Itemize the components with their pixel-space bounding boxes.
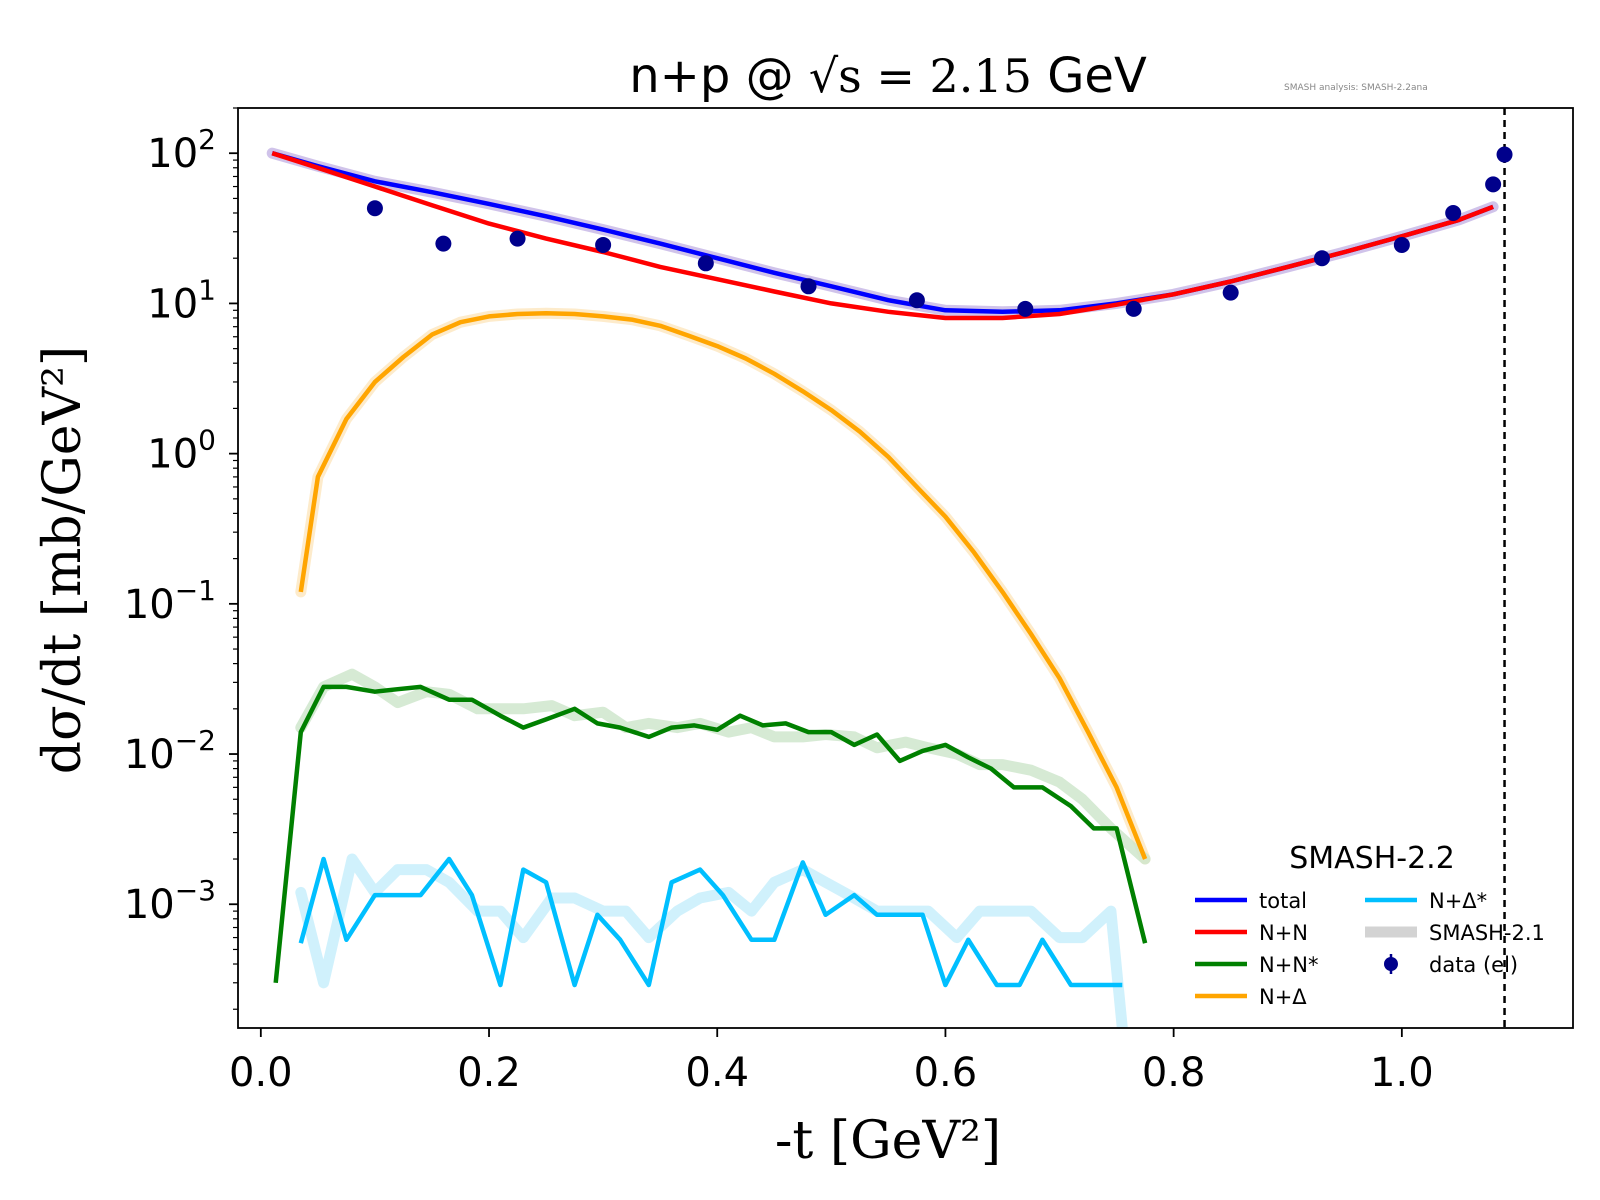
data-point xyxy=(1445,204,1462,221)
legend-title: SMASH-2.2 xyxy=(1289,841,1455,876)
legend: SMASH-2.2 total N+N N+N* N+Δ N+Δ* SMASH-2.1 dat… xyxy=(1195,841,1545,1009)
band-n-delta-smash-2-1 xyxy=(295,307,1151,865)
data-point xyxy=(1496,146,1513,163)
legend-label: N+Δ xyxy=(1259,985,1307,1009)
chart-title: n+p @ √s = 2.15 GeV xyxy=(629,48,1147,104)
series-total xyxy=(271,151,1494,315)
series-n-deltastar xyxy=(298,856,1123,988)
y-tick-label: 10−1 xyxy=(124,574,216,628)
series-n-delta xyxy=(298,311,1148,860)
series-n-n xyxy=(271,151,1494,321)
data-point xyxy=(509,230,526,247)
data-point xyxy=(1017,300,1034,317)
x-axis-label: -t [GeV²] xyxy=(775,1111,1001,1171)
chart-title-prefix: n+p @ xyxy=(629,48,809,104)
legend-item-n-nstar: N+N* xyxy=(1195,953,1319,977)
data-point xyxy=(1222,284,1239,301)
legend-label: data (el) xyxy=(1429,953,1518,977)
y-axis-label: dσ/dt [mb/GeV²] xyxy=(33,346,93,774)
data-point xyxy=(1125,300,1142,317)
watermark: SMASH analysis: SMASH-2.2ana xyxy=(1284,83,1428,93)
chart-title-suffix: GeV xyxy=(1032,48,1147,104)
data-point xyxy=(800,278,817,295)
band-total-smash-2-1 xyxy=(266,147,1499,318)
legend-label: N+N* xyxy=(1259,953,1319,977)
data-point xyxy=(1393,236,1410,253)
plot-inner xyxy=(266,108,1513,1028)
legend-item-data-el: data (el) xyxy=(1384,953,1518,977)
plot-area: 0.0 0.2 0.4 0.6 0.8 1.0 102 101 100 10−1 10−2 10−3 xyxy=(124,107,1574,1096)
chart-title-math: √s = 2.15 xyxy=(809,49,1032,103)
plot-frame xyxy=(237,107,1574,1029)
legend-label: N+N xyxy=(1259,921,1308,945)
y-tick-label: 101 xyxy=(147,273,216,327)
x-tick-label: 1.0 xyxy=(1370,1050,1434,1096)
legend-marker xyxy=(1384,957,1398,971)
legend-item-n-n: N+N xyxy=(1195,921,1308,945)
data-point xyxy=(908,292,925,309)
x-tick-label: 0.6 xyxy=(914,1050,978,1096)
x-tick-label: 0.2 xyxy=(457,1050,521,1096)
legend-item-n-delta: N+Δ xyxy=(1195,985,1307,1009)
band-n-nstar-smash-2-1 xyxy=(295,668,1151,865)
legend-label: total xyxy=(1259,889,1307,913)
y-tick-label: 100 xyxy=(147,424,216,478)
legend-item-smash-2-1: SMASH-2.1 xyxy=(1365,921,1545,945)
series-n-nstar xyxy=(273,684,1148,984)
legend-label: N+Δ* xyxy=(1429,889,1487,913)
data-point xyxy=(435,235,452,252)
data-point xyxy=(697,255,714,272)
legend-item-total: total xyxy=(1195,889,1307,913)
x-tick-label: 0.0 xyxy=(229,1050,293,1096)
legend-item-n-deltastar: N+Δ* xyxy=(1365,889,1487,913)
x-tick-label: 0.8 xyxy=(1142,1050,1206,1096)
data-point xyxy=(1485,176,1502,193)
x-tick-label: 0.4 xyxy=(685,1050,749,1096)
legend-label: SMASH-2.1 xyxy=(1429,921,1545,945)
y-tick-label: 10−2 xyxy=(124,724,216,778)
y-tick-label: 10−3 xyxy=(124,874,216,928)
data-point xyxy=(595,236,612,253)
data-point xyxy=(366,200,383,217)
y-tick-label: 102 xyxy=(147,123,216,177)
data-point xyxy=(1313,250,1330,267)
